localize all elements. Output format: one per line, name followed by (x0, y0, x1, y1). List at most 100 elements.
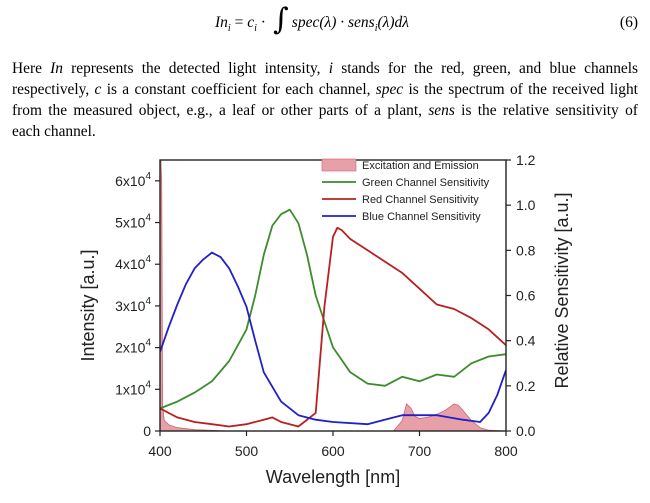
paragraph-word: i (328, 60, 333, 77)
y-right-tick-label: 0.8 (516, 242, 536, 258)
paragraph-word: channels (584, 60, 638, 77)
x-tick-label: 700 (408, 443, 432, 459)
paragraph-word: is (461, 102, 472, 119)
tick-mantissa: 3x10 (115, 298, 146, 314)
paragraph-word: a (122, 81, 130, 98)
tick-exponent: 4 (145, 171, 151, 182)
paragraph-line: each channel. (12, 121, 638, 142)
x-tick-label: 500 (235, 443, 259, 459)
paragraph-word: each (12, 123, 41, 140)
y-left-tick-label: 2x104 (115, 338, 151, 356)
paragraph-word: from (12, 102, 42, 119)
paragraph-word: green, (472, 60, 511, 77)
paragraph-word: stands (341, 60, 380, 77)
tick-mantissa: 1x10 (115, 381, 146, 397)
paragraph-word: e.g., (186, 102, 213, 119)
paragraph-word: of (509, 81, 523, 98)
green-sensitivity-line (160, 208, 506, 410)
paragraph-word: of (354, 102, 368, 119)
y-right-tick-label: 1.2 (516, 152, 536, 168)
paragraph-word: the (528, 81, 547, 98)
x-tick-label: 800 (494, 443, 518, 459)
y-left-axis-title: Intensity [a.u.] (78, 249, 98, 361)
y-left-tick-label: 5x104 (115, 213, 151, 231)
eq-integrand-b: (λ)dλ (377, 14, 409, 31)
paragraph-word: parts (318, 102, 349, 119)
paragraph-word: the (424, 81, 443, 98)
equation-body: Ini = ci · spec(λ) · sensi(λ)dλ (215, 14, 409, 34)
paragraph-word: spectrum (448, 81, 505, 98)
y-right-tick-label: 0.6 (516, 288, 536, 304)
equation: Ini = ci · spec(λ) · sensi(λ)dλ ∫ (6) (0, 2, 650, 40)
paragraph-word: red, (441, 60, 465, 77)
paragraph-word: blue (549, 60, 576, 77)
paragraph-word: represents (71, 60, 134, 77)
paragraph-word: light (609, 81, 638, 98)
legend-label: Red Channel Sensitivity (362, 194, 479, 206)
red-sensitivity-line (160, 226, 506, 428)
blue-sensitivity-line (160, 251, 506, 426)
paragraph-word: for (261, 81, 280, 98)
y-left-tick-label: 6x104 (115, 171, 151, 189)
legend-label: Excitation and Emission (362, 160, 479, 172)
paragraph-word: object, (138, 102, 181, 119)
tick-exponent: 4 (145, 296, 151, 307)
tick-exponent: 4 (145, 338, 151, 349)
paragraph-line: from the measured object, e.g., a leaf o… (12, 100, 638, 121)
paragraph-word: measured (73, 102, 133, 119)
y-right-tick-label: 0.0 (516, 423, 536, 439)
y-left-tick-label: 0 (143, 423, 151, 439)
tick-exponent: 4 (145, 213, 151, 224)
eq-lhs: In (215, 14, 228, 31)
paragraph-line: Here In represents the detected light in… (12, 58, 638, 79)
paragraph-word: leaf (232, 102, 256, 119)
paragraph-word: channel. (44, 123, 96, 140)
paragraph-word: Here (12, 60, 42, 77)
paragraph-word: relative (502, 102, 550, 119)
tick-mantissa: 5x10 (115, 215, 146, 231)
paragraph-word: the (48, 102, 68, 119)
legend-swatch-area (321, 158, 357, 172)
eq-dot: · (256, 14, 270, 31)
paragraph-word: coefficient (191, 81, 257, 98)
paragraph-word: light (228, 60, 257, 77)
paragraph-line: respectively, c is a constant coefficien… (12, 79, 638, 100)
paragraph-word: sensitivity (555, 102, 619, 119)
paragraph-word: each (285, 81, 314, 98)
spectrum-figure: 400 500 600 700 800 0 1x104 2x104 3x104 4x104 5x10… (0, 150, 650, 503)
paragraph-word: is (106, 81, 117, 98)
paragraph-word: received (552, 81, 605, 98)
paragraph-word: a (374, 102, 381, 119)
x-tick-label: 400 (148, 443, 172, 459)
paragraph-word: is (408, 81, 419, 98)
y-left-tick-label: 3x104 (115, 296, 151, 314)
legend-label: Green Channel Sensitivity (362, 177, 490, 189)
paragraph-word: the (141, 60, 161, 77)
tick-mantissa: 6x10 (115, 173, 146, 189)
y-right-axis-title: Relative Sensitivity [a.u.] (552, 192, 572, 388)
eq-lhs-sub: i (227, 23, 231, 35)
paragraph-word: and (519, 60, 542, 77)
paragraph-word: channel, (318, 81, 371, 98)
excitation-emission-area (160, 160, 506, 431)
paragraph-word: constant (134, 81, 186, 98)
tick-exponent: 4 (145, 379, 151, 390)
eq-coef-sub: i (254, 23, 257, 35)
paragraph-word: or (261, 102, 275, 119)
eq-coef: c (247, 14, 255, 31)
integral-sign-icon: ∫ (273, 2, 289, 37)
y-right-tick-label: 0.4 (516, 333, 536, 349)
eq-integrand-sub: i (374, 23, 378, 35)
paragraph-word: sens (428, 102, 455, 119)
body-paragraph: Here In represents the detected light in… (12, 58, 638, 142)
equation-number: (6) (619, 14, 638, 31)
paragraph-word: spec (375, 81, 404, 98)
paragraph-word: the (477, 102, 497, 119)
paragraph-word: other (280, 102, 313, 119)
paragraph-word: detected (168, 60, 221, 77)
paragraph-word: In (50, 60, 63, 77)
y-left-tick-label: 4x104 (115, 254, 151, 272)
paragraph-word: the (414, 60, 433, 77)
tick-mantissa: 4x10 (115, 256, 146, 272)
paragraph-word: of (625, 102, 638, 119)
